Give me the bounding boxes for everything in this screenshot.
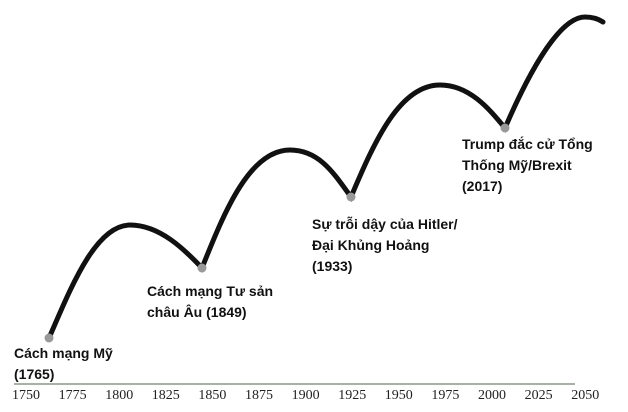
x-tick-label: 2025 bbox=[524, 388, 553, 403]
x-tick-label: 2000 bbox=[478, 388, 506, 403]
label-line: Thống Mỹ/Brexit bbox=[462, 157, 572, 173]
label-line: Trump đắc cử Tổng bbox=[462, 136, 593, 152]
x-tick-label: 1750 bbox=[12, 388, 40, 403]
x-tick-label: 1950 bbox=[384, 388, 413, 403]
event-marker bbox=[346, 192, 356, 202]
label-line: Đại Khủng Hoảng bbox=[312, 237, 430, 253]
label-line: châu Âu (1849) bbox=[147, 304, 247, 320]
label-line: Cách mạng Tư sản bbox=[147, 283, 274, 299]
x-tick-label: 1925 bbox=[338, 388, 367, 403]
x-tick-label: 1825 bbox=[151, 388, 180, 403]
label-line: (2017) bbox=[462, 178, 503, 194]
label-line: Sự trỗi dậy của Hitler/ bbox=[312, 216, 458, 232]
label-line: Cách mạng Mỹ bbox=[14, 345, 113, 361]
event-label-trump-brexit: Trump đắc cử Tổng Thống Mỹ/Brexit (2017) bbox=[462, 134, 593, 197]
x-tick-label: 2050 bbox=[571, 388, 600, 403]
event-marker bbox=[197, 263, 207, 273]
event-label-hitler-depression: Sự trỗi dậy của Hitler/ Đại Khủng Hoảng … bbox=[312, 214, 458, 277]
x-tick-label: 1775 bbox=[58, 388, 87, 403]
event-label-american-revolution: Cách mạng Mỹ (1765) bbox=[14, 343, 113, 385]
event-marker bbox=[44, 333, 54, 343]
x-tick-label: 1850 bbox=[198, 388, 227, 403]
x-tick-label: 1975 bbox=[431, 388, 460, 403]
x-tick-label: 1900 bbox=[291, 388, 320, 403]
x-tick-label: 1875 bbox=[245, 388, 273, 403]
event-marker bbox=[500, 123, 510, 133]
event-label-european-revolution: Cách mạng Tư sản châu Âu (1849) bbox=[147, 281, 273, 323]
x-tick-label: 1800 bbox=[105, 388, 134, 403]
label-line: (1933) bbox=[312, 258, 353, 274]
label-line: (1765) bbox=[14, 366, 55, 382]
